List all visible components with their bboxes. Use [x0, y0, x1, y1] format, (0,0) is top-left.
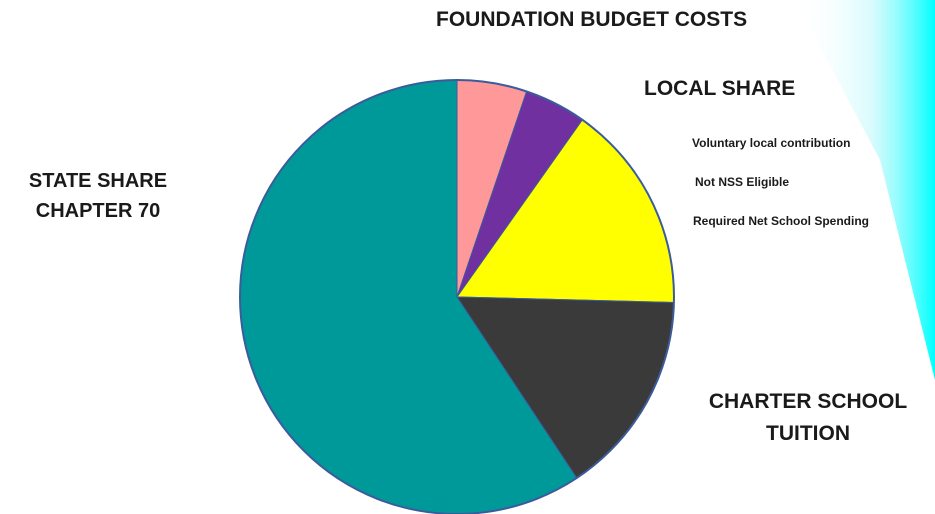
charter-school-label: CHARTER SCHOOL TUITION: [683, 386, 933, 450]
local-share-heading: LOCAL SHARE: [644, 77, 796, 100]
charter-line-1: CHARTER SCHOOL: [708, 390, 908, 413]
legend-item-voluntary: Voluntary local contribution: [692, 136, 851, 150]
chart-title: FOUNDATION BUDGET COSTS: [436, 8, 748, 31]
charter-line-2: TUITION: [766, 422, 850, 445]
legend-item-not-nss: Not NSS Eligible: [695, 175, 790, 189]
legend-item-required-nss: Required Net School Spending: [693, 214, 870, 228]
state-share-line-1: STATE SHARE: [28, 170, 168, 192]
pie-outline: [239, 79, 675, 514]
state-share-label: STATE SHARE CHAPTER 70: [0, 166, 196, 226]
state-share-line-2: CHAPTER 70: [35, 200, 161, 222]
